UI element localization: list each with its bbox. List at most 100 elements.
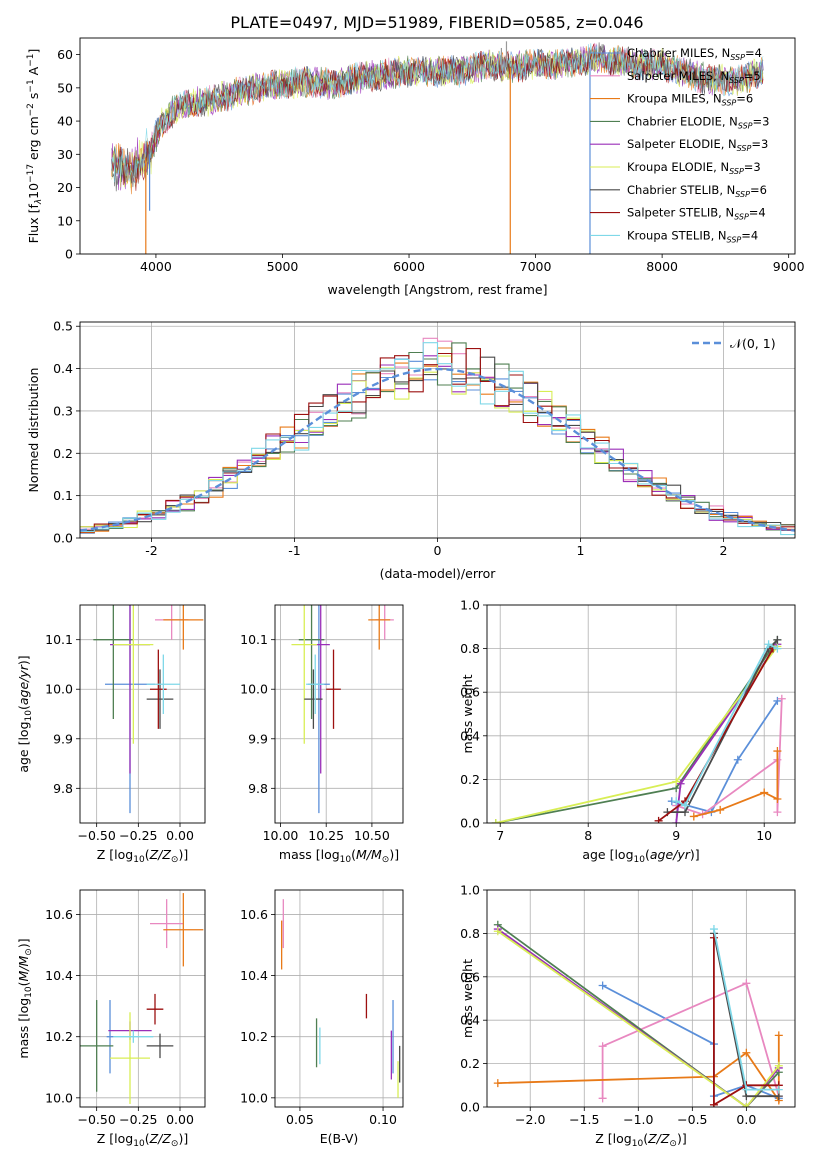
y-axis-label: mass weight bbox=[460, 674, 475, 753]
y-tick-label: 0.2 bbox=[460, 772, 480, 787]
y-tick-label: 10.4 bbox=[45, 968, 73, 983]
x-tick-label: 7000 bbox=[520, 259, 552, 274]
weight-point bbox=[689, 812, 698, 821]
y-tick-label: 0.1 bbox=[53, 488, 73, 503]
x-axis-label: Z [log10(Z/Z⊙)] bbox=[97, 847, 188, 865]
x-tick-label: 0 bbox=[434, 543, 442, 558]
y-axis-label: Normed distribution bbox=[26, 368, 41, 493]
y-tick-label: 60 bbox=[57, 47, 73, 62]
weight-point bbox=[676, 779, 685, 788]
y-tick-label: 10 bbox=[57, 213, 73, 228]
weight-point bbox=[709, 933, 718, 942]
y-tick-label: 10.2 bbox=[240, 1029, 268, 1044]
panel-weight_vs_Z: −2.0 −1.5 −1.0 −0.5 0.0 0.0 0.2 0.4 0.6 0.8 1.0 Z [… bbox=[460, 883, 796, 1149]
x-tick-label: 0.00 bbox=[166, 828, 194, 843]
weight-point bbox=[774, 1085, 783, 1094]
y-tick-label: 9.8 bbox=[53, 781, 73, 796]
weight-point bbox=[672, 819, 681, 823]
y-tick-label: 0.0 bbox=[53, 531, 73, 546]
y-tick-label: 1.0 bbox=[460, 598, 480, 613]
weight-point bbox=[598, 1042, 607, 1051]
y-tick-label: 0 bbox=[65, 247, 73, 262]
weight-line bbox=[713, 937, 779, 1107]
x-axis-label: mass [log10(M/M⊙)] bbox=[279, 847, 399, 865]
panel-age_vs_mass: 10.00 10.25 10.50 9.8 9.9 10.0 10.1 mass [log10… bbox=[240, 604, 404, 865]
weight-point bbox=[773, 747, 782, 756]
plot-area bbox=[93, 605, 204, 814]
x-tick-label: 6000 bbox=[393, 259, 425, 274]
axes-frame bbox=[79, 321, 796, 539]
plot-area bbox=[80, 337, 795, 536]
y-tick-label: 10.0 bbox=[240, 1090, 268, 1105]
axes-frame bbox=[274, 889, 404, 1108]
weight-point bbox=[760, 788, 769, 797]
y-tick-label: 10.1 bbox=[45, 632, 73, 647]
y-tick-label: 10.0 bbox=[45, 682, 73, 697]
y-tick-label: 0.3 bbox=[53, 403, 73, 418]
x-axis-label: wavelength [Angstrom, rest frame] bbox=[327, 282, 547, 297]
x-tick-label: 10 bbox=[756, 828, 772, 843]
weight-point bbox=[716, 805, 725, 814]
legend-entry: Chabrier STELIB, NSSP=6 bbox=[627, 183, 767, 199]
x-tick-label: -1 bbox=[288, 543, 300, 558]
axes-frame bbox=[274, 604, 404, 824]
y-axis-label: mass weight bbox=[460, 959, 475, 1038]
y-tick-label: 0.4 bbox=[53, 361, 73, 376]
panel-age_vs_Z: −0.50 −0.25 0.00 9.8 9.9 10.0 10.1 Z [log10(Z/Z… bbox=[16, 604, 206, 865]
y-tick-label: 30 bbox=[57, 147, 73, 162]
y-tick-label: 10.2 bbox=[45, 1029, 73, 1044]
x-tick-label: 8 bbox=[584, 828, 592, 843]
plot-area bbox=[80, 893, 204, 1104]
weight-point bbox=[598, 1094, 607, 1103]
y-axis-label: Flux [fλ10−17 erg cm−2 s−1 A−1] bbox=[26, 49, 44, 244]
y-axis-label: age [log10(age/yr)] bbox=[16, 655, 34, 772]
weight-line bbox=[675, 642, 778, 807]
normal-curve bbox=[80, 367, 795, 532]
spectrum-line bbox=[111, 42, 764, 192]
y-tick-label: 0.0 bbox=[460, 816, 480, 831]
x-axis-label: age [log10(age/yr)] bbox=[582, 847, 699, 865]
legend-entry: 𝒩(0, 1) bbox=[730, 336, 776, 351]
axes-frame bbox=[79, 604, 206, 824]
weight-point bbox=[672, 797, 681, 806]
panel-residuals: -2 -1 0 1 2 0.0 0.1 0.2 0.3 0.4 0.5 𝒩(0, 1) (data-mo… bbox=[26, 319, 796, 581]
y-tick-label: 0.2 bbox=[460, 1056, 480, 1071]
weight-point bbox=[764, 640, 773, 649]
x-axis-label: Z [log10(Z/Z⊙)] bbox=[595, 1131, 686, 1149]
x-tick-label: 7 bbox=[496, 828, 504, 843]
weight-point bbox=[672, 777, 681, 786]
y-tick-label: 0.6 bbox=[460, 685, 480, 700]
weight-line bbox=[497, 923, 780, 1107]
panel-spectrum: 4000 5000 6000 7000 8000 9000 0 10 20 30 40 50 60 wav… bbox=[26, 37, 805, 297]
axes-frame bbox=[486, 889, 796, 1108]
spectrum-line bbox=[111, 45, 764, 191]
y-tick-label: 20 bbox=[57, 180, 73, 195]
x-axis-label: E(B-V) bbox=[320, 1131, 359, 1146]
x-tick-label: 9000 bbox=[773, 259, 805, 274]
x-tick-label: 10.00 bbox=[263, 828, 299, 843]
weight-point bbox=[491, 819, 500, 823]
x-tick-label: −2.0 bbox=[515, 1112, 545, 1127]
x-tick-label: 10.50 bbox=[354, 828, 390, 843]
x-tick-label: 9 bbox=[672, 828, 680, 843]
weight-point bbox=[773, 808, 782, 817]
y-tick-label: 0.4 bbox=[460, 728, 480, 743]
weight-point bbox=[709, 925, 718, 934]
weight-point bbox=[773, 635, 782, 644]
plot-area bbox=[493, 920, 783, 1107]
x-tick-label: 1 bbox=[577, 543, 585, 558]
y-tick-label: 10.0 bbox=[240, 682, 268, 697]
legend-entry: Chabrier MILES, NSSP=4 bbox=[627, 46, 762, 62]
x-tick-label: 0.10 bbox=[369, 1112, 397, 1127]
y-axis-label: mass [log10(M/M⊙)] bbox=[16, 938, 34, 1058]
plot-area bbox=[291, 605, 394, 814]
x-tick-label: −1.0 bbox=[623, 1112, 653, 1127]
y-tick-label: 10.4 bbox=[240, 968, 268, 983]
weight-point bbox=[709, 1100, 718, 1107]
x-tick-label: −1.5 bbox=[569, 1112, 599, 1127]
x-tick-label: 5000 bbox=[267, 259, 299, 274]
x-axis-label: (data-model)/error bbox=[380, 566, 497, 581]
x-tick-label: 8000 bbox=[646, 259, 678, 274]
spectrum-line bbox=[111, 43, 764, 183]
y-tick-label: 0.2 bbox=[53, 446, 73, 461]
